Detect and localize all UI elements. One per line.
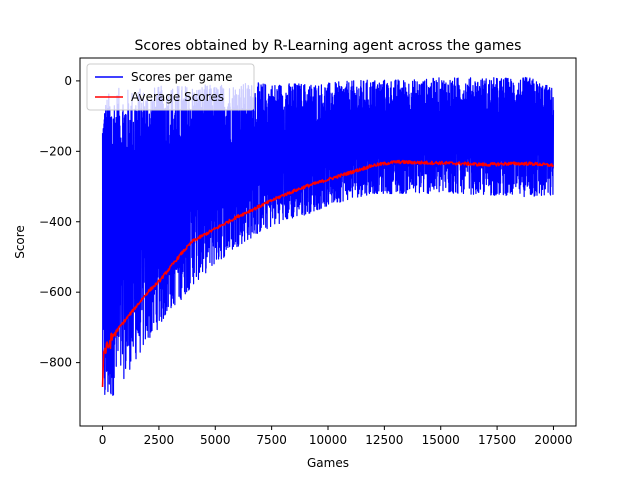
x-tick-label: 12500: [365, 433, 403, 447]
y-tick-label: −600: [39, 285, 72, 299]
legend: Scores per game Average Scores: [86, 63, 255, 111]
x-tick-label: 20000: [534, 433, 572, 447]
x-tick-label: 10000: [309, 433, 347, 447]
x-tick-label: 7500: [256, 433, 287, 447]
y-tick-label: −400: [39, 215, 72, 229]
series-scores-per-game-line: [101, 76, 555, 396]
legend-box: [86, 63, 255, 111]
x-tick-label: 2500: [144, 433, 175, 447]
y-axis-title: Score: [13, 225, 27, 259]
x-tick-label: 5000: [200, 433, 231, 447]
x-tick-label: 17500: [478, 433, 516, 447]
y-tick-label: −200: [39, 144, 72, 158]
y-tick-label: −800: [39, 356, 72, 370]
legend-label: Average Scores: [131, 90, 224, 104]
axes: 0 2500 5000 7500 10000 12500 15000 17500 20000 0 −…: [39, 57, 577, 447]
x-tick-label: 15000: [422, 433, 460, 447]
plot-area: [101, 76, 555, 396]
y-tick-label: 0: [64, 74, 72, 88]
x-axis-title: Games: [307, 456, 349, 470]
series-average-scores-line: [101, 159, 555, 388]
chart-title: Scores obtained by R-Learning agent acro…: [135, 38, 522, 54]
x-tick-label: 0: [99, 433, 107, 447]
legend-label: Scores per game: [131, 70, 232, 84]
